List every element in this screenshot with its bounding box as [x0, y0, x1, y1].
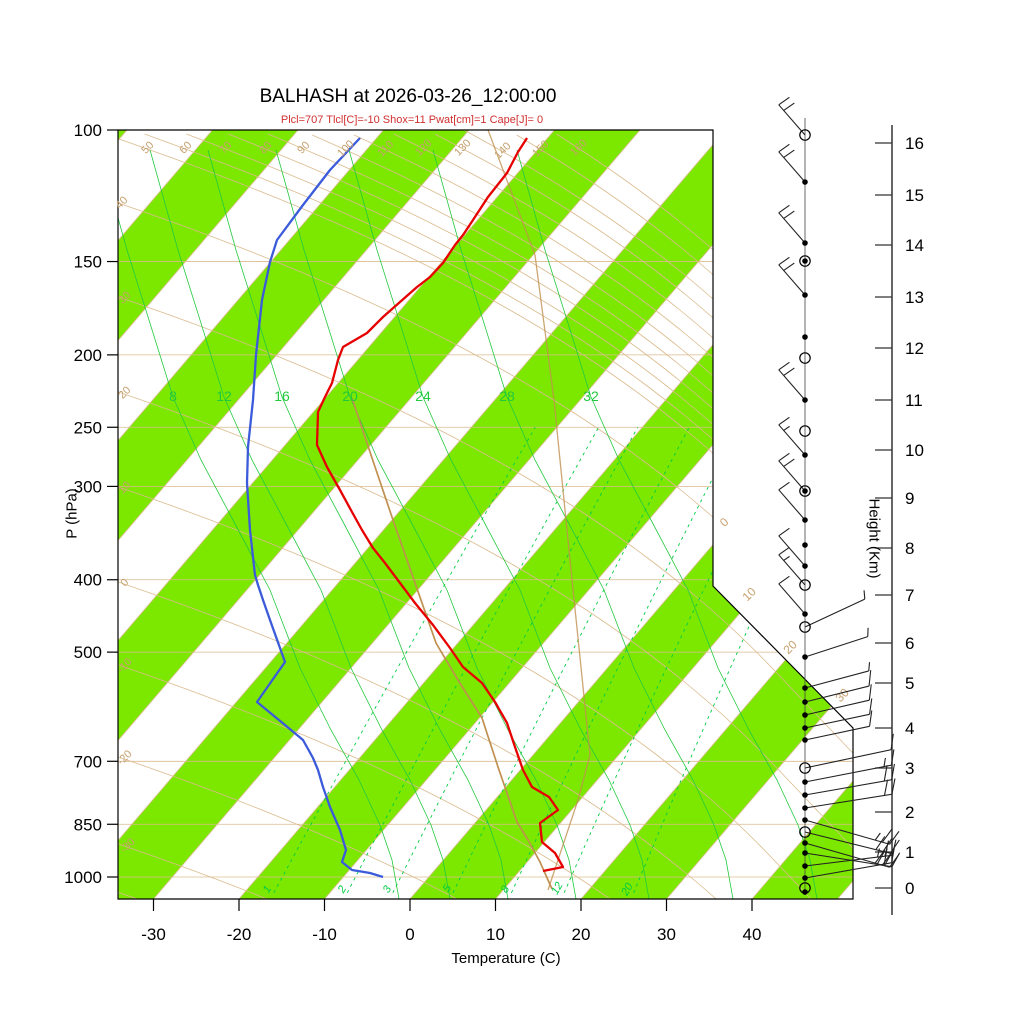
pressure-axis-label: P (hPa): [63, 488, 81, 539]
svg-text:-10: -10: [312, 925, 337, 944]
svg-text:100: 100: [74, 121, 102, 140]
svg-text:850: 850: [74, 815, 102, 834]
svg-text:50: 50: [139, 139, 156, 156]
svg-text:100: 100: [335, 138, 356, 159]
svg-text:20: 20: [572, 925, 591, 944]
svg-text:16: 16: [905, 134, 924, 153]
svg-text:1: 1: [905, 843, 914, 862]
svg-text:15: 15: [905, 186, 924, 205]
svg-text:0: 0: [905, 879, 914, 898]
svg-text:28: 28: [499, 388, 515, 404]
svg-text:14: 14: [905, 236, 924, 255]
svg-text:9: 9: [905, 489, 914, 508]
svg-text:4: 4: [905, 719, 914, 738]
svg-text:500: 500: [74, 643, 102, 662]
svg-text:40: 40: [743, 925, 762, 944]
svg-text:24: 24: [415, 388, 431, 404]
svg-text:16: 16: [274, 388, 290, 404]
x-axis-label: Temperature (C): [451, 950, 561, 967]
svg-text:8: 8: [905, 539, 914, 558]
svg-text:140: 140: [492, 140, 513, 161]
svg-text:12: 12: [905, 339, 924, 358]
svg-text:3: 3: [381, 883, 395, 895]
svg-text:30: 30: [832, 685, 852, 705]
svg-text:6: 6: [905, 634, 914, 653]
svg-text:11: 11: [905, 391, 923, 410]
svg-text:-30: -30: [141, 925, 166, 944]
svg-text:13: 13: [905, 288, 924, 307]
svg-text:30: 30: [657, 925, 676, 944]
svg-text:150: 150: [74, 253, 102, 272]
svg-text:2: 2: [905, 803, 914, 822]
svg-text:1000: 1000: [64, 868, 102, 887]
svg-text:40: 40: [113, 194, 130, 211]
svg-text:7: 7: [905, 586, 914, 605]
svg-text:20: 20: [780, 637, 800, 657]
svg-text:250: 250: [74, 418, 102, 437]
svg-text:-20: -20: [227, 925, 252, 944]
svg-text:10: 10: [905, 441, 924, 460]
page-title: BALHASH at 2026-03-26_12:00:00: [259, 86, 557, 107]
svg-text:90: 90: [295, 139, 312, 156]
svg-text:12: 12: [216, 388, 232, 404]
svg-text:5: 5: [905, 674, 914, 693]
svg-text:3: 3: [905, 759, 914, 778]
svg-text:0: 0: [118, 576, 131, 589]
svg-text:700: 700: [74, 752, 102, 771]
svg-text:12: 12: [549, 880, 566, 897]
svg-text:10: 10: [486, 925, 505, 944]
svg-text:300: 300: [74, 477, 102, 496]
svg-text:20: 20: [116, 384, 133, 401]
svg-text:200: 200: [74, 346, 102, 365]
sounding-indices: Plcl=707 Tlcl[C]=-10 Shox=11 Pwat[cm]=1 …: [280, 114, 544, 126]
svg-text:2: 2: [335, 884, 349, 896]
svg-text:0: 0: [405, 925, 414, 944]
svg-text:8: 8: [169, 388, 177, 404]
svg-text:400: 400: [74, 571, 102, 590]
svg-text:10: 10: [739, 584, 759, 604]
svg-text:0: 0: [717, 515, 732, 530]
height-axis-label: Height (Km): [865, 498, 883, 579]
svg-text:32: 32: [583, 388, 599, 404]
svg-text:1: 1: [261, 884, 274, 895]
svg-text:20: 20: [342, 388, 358, 404]
